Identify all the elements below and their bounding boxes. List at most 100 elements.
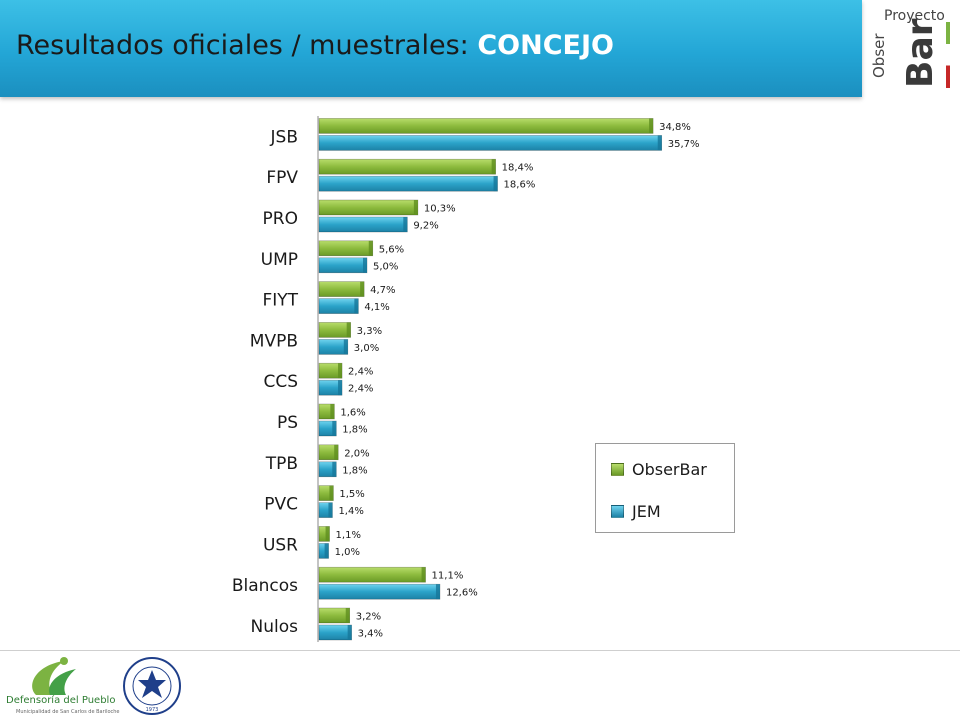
defensoria-subtitle: Municipalidad de San Carlos de Bariloche xyxy=(16,709,120,715)
bar-end-jem-pvc xyxy=(328,502,333,518)
value-label-jem-usr: 1,0% xyxy=(335,547,360,558)
value-label-jem-jsb: 35,7% xyxy=(668,139,700,150)
footer-divider xyxy=(0,650,960,651)
value-label-obserbar-tpb: 2,0% xyxy=(344,448,369,459)
value-label-jem-blancos: 12,6% xyxy=(446,588,478,599)
category-label-fiyt: FIYT xyxy=(262,291,298,311)
category-label-pro: PRO xyxy=(263,209,298,229)
value-label-obserbar-fiyt: 4,7% xyxy=(370,285,395,296)
bar-jem-mvpb xyxy=(318,339,349,355)
legend-label-jem: JEM xyxy=(632,501,661,521)
value-label-obserbar-nulos: 3,2% xyxy=(356,612,381,623)
legend-item-obserbar: ObserBar xyxy=(611,458,707,480)
slide-title-text: Resultados oficiales / muestrales: xyxy=(16,30,469,61)
value-label-obserbar-pvc: 1,5% xyxy=(339,489,364,500)
bar-jem-blancos xyxy=(318,583,441,600)
bar-obserbar-fpv xyxy=(318,158,496,175)
value-label-obserbar-usr: 1,1% xyxy=(336,530,361,541)
category-label-ccs: CCS xyxy=(263,372,298,392)
legend-item-jem: JEM xyxy=(611,500,661,522)
bar-obserbar-pro xyxy=(318,199,419,216)
bar-jem-fpv xyxy=(318,175,498,192)
bar-end-obserbar-jsb xyxy=(649,118,654,134)
category-label-ps: PS xyxy=(277,413,298,433)
category-label-usr: USR xyxy=(263,535,298,555)
category-label-fpv: FPV xyxy=(266,168,298,188)
bar-jem-fiyt xyxy=(318,298,359,314)
slide-title: Resultados oficiales / muestrales: CONCE… xyxy=(16,30,614,61)
category-label-mvpb: MVPB xyxy=(250,331,298,351)
bar-end-jem-pro xyxy=(403,217,408,232)
value-label-obserbar-fpv: 18,4% xyxy=(502,163,534,174)
bar-obserbar-jsb xyxy=(318,118,654,134)
bar-end-jem-mvpb xyxy=(343,339,348,355)
value-label-jem-fpv: 18,6% xyxy=(504,180,536,191)
bar-jem-nulos xyxy=(318,624,352,641)
defensoria-emblem-icon xyxy=(32,657,76,695)
bar-end-jem-fiyt xyxy=(354,298,359,314)
bar-end-jem-usr xyxy=(324,543,329,559)
value-label-obserbar-blancos: 11,1% xyxy=(432,571,464,582)
legend-swatch-jem xyxy=(611,504,624,518)
bar-end-jem-nulos xyxy=(347,625,352,640)
bar-end-obserbar-ps xyxy=(330,404,335,419)
bar-obserbar-fiyt xyxy=(318,281,365,297)
bar-end-obserbar-usr xyxy=(325,526,330,542)
bar-end-obserbar-pvc xyxy=(329,485,334,501)
bar-end-obserbar-ccs xyxy=(338,363,343,379)
bar-end-obserbar-blancos xyxy=(421,567,426,583)
bar-end-jem-fpv xyxy=(493,176,498,192)
defensoria-name: Defensoría del Pueblo xyxy=(6,695,116,706)
bar-obserbar-nulos xyxy=(318,607,351,624)
proyecto-obserbar-logo: Proyecto Obser Bar xyxy=(866,0,960,96)
value-label-jem-ump: 5,0% xyxy=(373,261,398,272)
bar-end-jem-ccs xyxy=(338,380,343,396)
defensoria-logo: Defensoría del Pueblo Municipalidad de S… xyxy=(6,655,120,717)
category-label-ump: UMP xyxy=(261,250,298,270)
bar-end-obserbar-mvpb xyxy=(346,322,351,338)
value-label-jem-ps: 1,8% xyxy=(342,425,367,436)
bar-obserbar-mvpb xyxy=(318,322,351,338)
value-label-obserbar-ccs: 2,4% xyxy=(348,367,373,378)
value-label-jem-nulos: 3,4% xyxy=(358,629,383,640)
legend-label-obserbar: ObserBar xyxy=(632,459,707,479)
slide-title-accent: CONCEJO xyxy=(477,30,614,61)
bar-end-jem-ump xyxy=(363,257,367,273)
university-seal-icon: 1973 xyxy=(123,657,181,715)
value-label-jem-tpb: 1,8% xyxy=(342,465,367,476)
bar-end-obserbar-fpv xyxy=(491,159,496,175)
bar-obserbar-ump xyxy=(318,240,374,257)
value-label-obserbar-ump: 5,6% xyxy=(379,244,404,255)
category-label-pvc: PVC xyxy=(264,495,298,515)
value-label-obserbar-pro: 10,3% xyxy=(424,204,456,215)
value-label-jem-pro: 9,2% xyxy=(413,221,438,232)
value-label-jem-mvpb: 3,0% xyxy=(354,343,379,354)
category-label-blancos: Blancos xyxy=(232,576,298,596)
chart-legend: ObserBar JEM xyxy=(595,443,735,533)
category-label-tpb: TPB xyxy=(265,454,298,474)
value-label-obserbar-ps: 1,6% xyxy=(340,408,365,419)
bar-chart: JSB 34,8% 35,7% FPV 18,4% 18,6% PRO 10,3% 9,2% UM… xyxy=(232,116,700,642)
value-label-jem-fiyt: 4,1% xyxy=(364,302,389,313)
bar-obserbar-blancos xyxy=(318,566,426,583)
logo-flag-stripe xyxy=(946,22,950,88)
category-label-nulos: Nulos xyxy=(251,617,299,637)
bar-end-obserbar-nulos xyxy=(345,608,350,623)
bar-jem-pro xyxy=(318,216,408,233)
bar-jem-ump xyxy=(318,257,368,274)
bar-end-jem-jsb xyxy=(657,135,662,151)
bar-end-obserbar-ump xyxy=(368,240,373,256)
bar-jem-jsb xyxy=(318,135,663,151)
university-seal: 1973 xyxy=(122,656,182,716)
slide-header: Resultados oficiales / muestrales: CONCE… xyxy=(0,0,862,97)
bar-end-jem-ps xyxy=(332,421,337,436)
bar-end-obserbar-fiyt xyxy=(360,281,365,297)
logo-line-proyecto: Proyecto xyxy=(884,8,945,24)
seal-year: 1973 xyxy=(146,707,159,713)
value-label-jem-ccs: 2,4% xyxy=(348,384,373,395)
value-label-jem-pvc: 1,4% xyxy=(338,506,363,517)
value-label-obserbar-jsb: 34,8% xyxy=(659,122,691,133)
bar-end-jem-tpb xyxy=(332,461,337,477)
legend-swatch-obserbar xyxy=(611,462,624,476)
bar-end-jem-blancos xyxy=(435,584,440,600)
